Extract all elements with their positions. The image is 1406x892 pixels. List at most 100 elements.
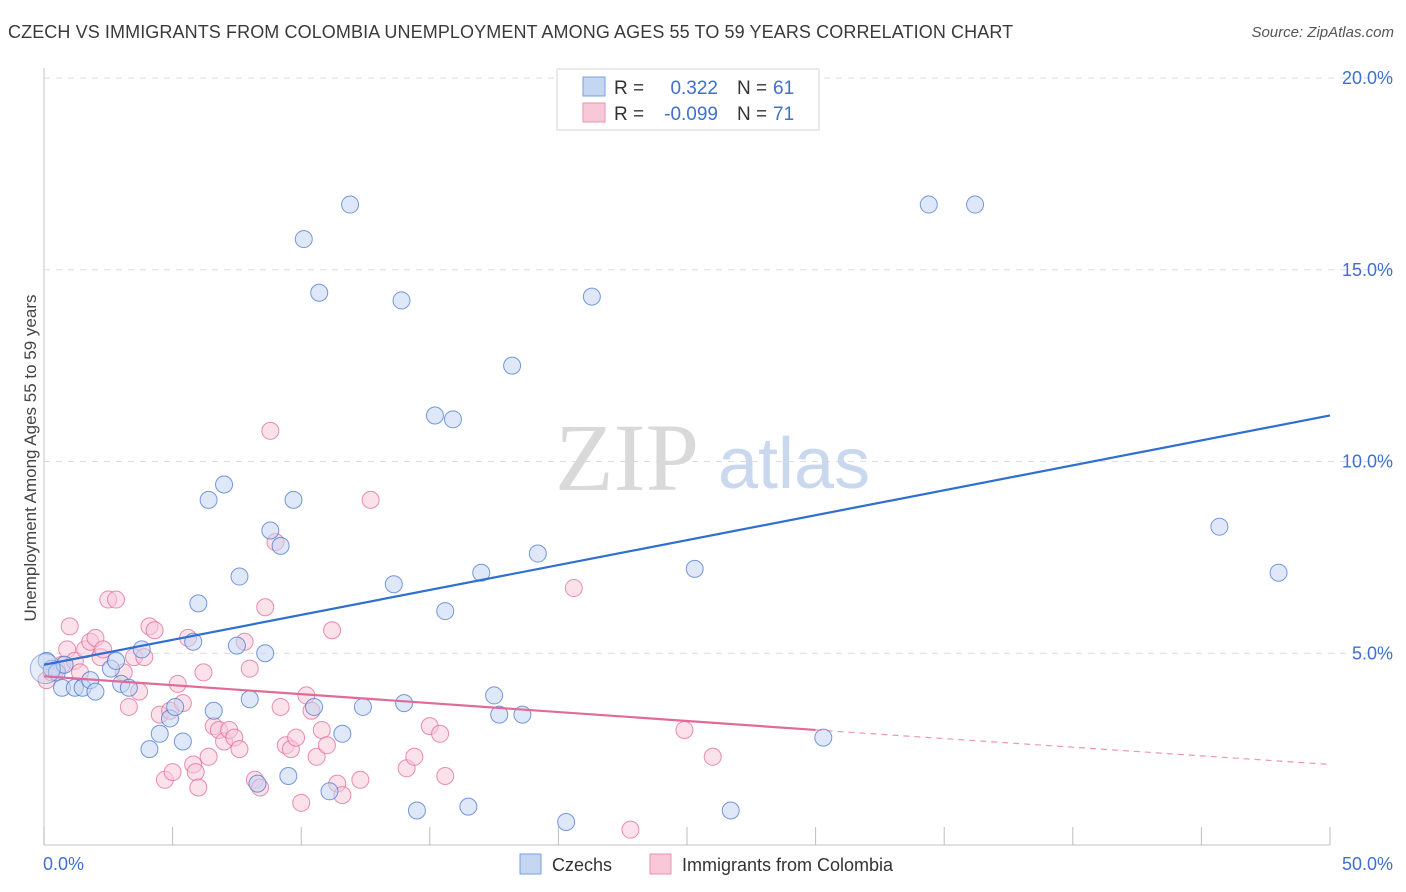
data-point-czechs bbox=[215, 475, 234, 494]
data-point-czechs bbox=[395, 694, 414, 713]
data-point-czechs bbox=[240, 690, 259, 709]
x-tick-labels: 0.0% 50.0% bbox=[43, 854, 1393, 874]
series-legend: Czechs Immigrants from Colombia bbox=[519, 853, 894, 875]
data-point-czechs bbox=[204, 701, 223, 720]
data-point-czechs bbox=[150, 724, 169, 743]
data-point-czechs bbox=[721, 801, 740, 820]
data-point-colombia bbox=[312, 720, 331, 739]
watermark-atlas: atlas bbox=[718, 424, 870, 504]
data-point-colombia bbox=[271, 697, 290, 716]
data-point-colombia bbox=[564, 579, 583, 598]
data-point-colombia bbox=[230, 740, 249, 759]
y-tick-label: 20.0% bbox=[1342, 68, 1393, 88]
data-point-czechs bbox=[248, 774, 267, 793]
data-point-czechs bbox=[173, 732, 192, 751]
data-point-czechs bbox=[392, 291, 411, 310]
data-point-czechs bbox=[459, 797, 478, 816]
data-point-colombia bbox=[405, 747, 424, 766]
data-point-colombia bbox=[256, 598, 275, 617]
data-point-colombia bbox=[675, 720, 694, 739]
data-point-czechs bbox=[256, 644, 275, 663]
legend-swatch-blue bbox=[582, 76, 606, 97]
source-label: Source: ZipAtlas.com bbox=[1251, 24, 1394, 41]
gridlines bbox=[44, 77, 1392, 654]
x-tick-label: 0.0% bbox=[43, 854, 84, 874]
legend-swatch-pink bbox=[582, 102, 606, 123]
legend-r-value-1: 0.322 bbox=[670, 78, 718, 99]
data-point-colombia bbox=[703, 747, 722, 766]
legend-r-value-2: -0.099 bbox=[664, 104, 718, 125]
data-point-czechs-cluster bbox=[29, 653, 61, 685]
data-point-czechs bbox=[279, 766, 298, 785]
legend-n-value-1: 61 bbox=[773, 78, 794, 99]
correlation-legend: R = 0.322 N = 61 R = -0.099 N = 71 bbox=[556, 68, 820, 131]
watermark-zip: ZIP bbox=[555, 404, 699, 511]
y-axis-title: Unemployment Among Ages 55 to 59 years bbox=[21, 295, 40, 622]
legend-r-label-1: R = bbox=[614, 78, 644, 99]
data-point-czechs bbox=[199, 490, 218, 509]
data-point-czechs bbox=[582, 287, 601, 306]
data-point-czechs bbox=[557, 812, 576, 831]
data-point-czechs bbox=[294, 230, 313, 249]
x-tick-label: 50.0% bbox=[1342, 854, 1393, 874]
data-point-colombia bbox=[163, 763, 182, 782]
data-point-colombia bbox=[307, 747, 326, 766]
legend-czechs-label: Czechs bbox=[552, 855, 612, 875]
data-point-colombia bbox=[261, 421, 280, 440]
data-point-czechs bbox=[966, 195, 985, 214]
data-point-colombia bbox=[436, 766, 455, 785]
data-point-czechs bbox=[230, 567, 249, 586]
data-point-czechs bbox=[284, 490, 303, 509]
data-point-czechs bbox=[436, 602, 455, 621]
data-point-czechs bbox=[353, 697, 372, 716]
legend-swatch-colombia bbox=[649, 853, 672, 875]
data-point-colombia bbox=[292, 793, 311, 812]
data-point-czechs bbox=[407, 801, 426, 820]
data-point-colombia bbox=[168, 674, 187, 693]
data-point-czechs bbox=[384, 575, 403, 594]
data-point-czechs bbox=[320, 782, 339, 801]
watermark: ZIP atlas bbox=[555, 404, 870, 511]
data-point-czechs bbox=[919, 195, 938, 214]
data-point-czechs bbox=[528, 544, 547, 563]
y-tick-label: 5.0% bbox=[1352, 643, 1393, 663]
data-point-colombia bbox=[621, 820, 640, 839]
data-point-czechs bbox=[503, 356, 522, 375]
data-point-czechs bbox=[132, 640, 151, 659]
data-point-colombia bbox=[107, 590, 126, 609]
data-point-czechs bbox=[425, 406, 444, 425]
chart-title: CZECH VS IMMIGRANTS FROM COLOMBIA UNEMPL… bbox=[8, 22, 1014, 42]
data-point-czechs bbox=[305, 697, 324, 716]
legend-colombia-label: Immigrants from Colombia bbox=[682, 855, 894, 875]
data-point-colombia bbox=[199, 747, 218, 766]
trend-line-czechs bbox=[43, 414, 1331, 666]
y-tick-labels: 5.0% 10.0% 15.0% 20.0% bbox=[1342, 68, 1393, 663]
data-point-czechs bbox=[490, 705, 509, 724]
data-point-colombia bbox=[119, 697, 138, 716]
data-point-colombia bbox=[361, 490, 380, 509]
series-czechs bbox=[29, 195, 1288, 831]
data-point-czechs bbox=[189, 594, 208, 613]
legend-swatch-czechs bbox=[519, 853, 542, 875]
data-point-czechs bbox=[310, 283, 329, 302]
data-point-czechs bbox=[261, 521, 280, 540]
legend-n-value-2: 71 bbox=[773, 104, 794, 125]
data-point-czechs bbox=[271, 536, 290, 555]
data-point-colombia bbox=[60, 617, 79, 636]
data-point-czechs bbox=[1210, 517, 1229, 536]
data-point-colombia bbox=[431, 724, 450, 743]
data-point-colombia bbox=[186, 763, 205, 782]
data-point-colombia bbox=[194, 663, 213, 682]
data-point-czechs bbox=[472, 563, 491, 582]
data-point-czechs bbox=[814, 728, 833, 747]
data-point-czechs bbox=[341, 195, 360, 214]
data-point-czechs bbox=[86, 682, 105, 701]
data-point-czechs bbox=[107, 651, 126, 670]
data-point-colombia bbox=[189, 778, 208, 797]
data-point-czechs bbox=[140, 740, 159, 759]
y-tick-label: 10.0% bbox=[1342, 452, 1393, 472]
data-point-czechs bbox=[1269, 563, 1288, 582]
trend-lines bbox=[43, 414, 1331, 766]
legend-n-label-1: N = bbox=[737, 78, 767, 99]
